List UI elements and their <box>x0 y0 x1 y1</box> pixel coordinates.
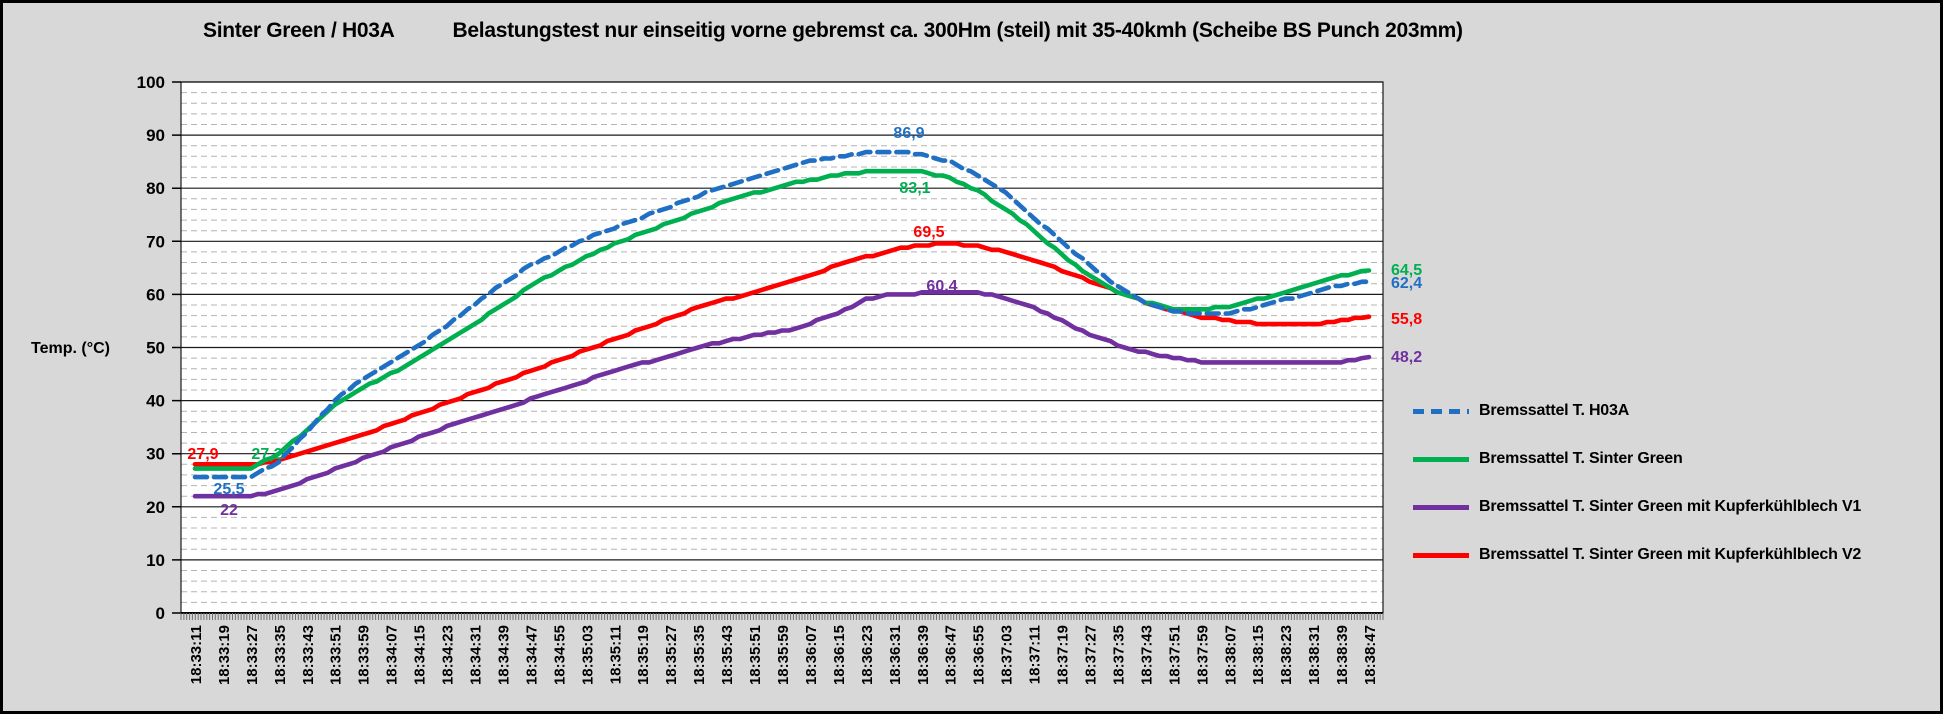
data-label-start-sinter-green-v2: 27,9 <box>187 446 218 463</box>
x-axis-tick-label: 18:33:11 <box>188 625 205 684</box>
x-axis-tick-label: 18:37:27 <box>1082 625 1099 685</box>
legend-item-label: Bremssattel T. H03A <box>1479 402 1630 419</box>
chart-title-left: Sinter Green / H03A <box>203 19 395 42</box>
x-axis-tick-label: 18:36:47 <box>943 625 960 685</box>
x-axis-tick-label: 18:36:31 <box>887 625 904 685</box>
legend-item-sinter-green-v1: Bremssattel T. Sinter Green mit Kupferkü… <box>1413 483 1861 531</box>
x-axis-tick-marks <box>180 613 1384 620</box>
y-axis-tick-label: 60 <box>146 285 165 304</box>
x-axis-tick-label: 18:38:39 <box>1334 625 1351 685</box>
y-axis-tick-label: 0 <box>156 604 165 623</box>
x-axis-tick-label: 18:33:43 <box>300 625 317 685</box>
legend-item-label: Bremssattel T. Sinter Green mit Kupferkü… <box>1479 498 1862 515</box>
y-axis-tick-label: 70 <box>146 232 165 251</box>
data-label-end-sinter-green-v2: 55,8 <box>1391 311 1422 328</box>
data-label-start-sinter-green-v1: 22 <box>220 502 238 519</box>
y-axis-tick-label: 20 <box>146 498 165 517</box>
x-axis-tick-label: 18:37:59 <box>1194 625 1211 685</box>
x-axis-tick-label: 18:38:31 <box>1306 625 1323 685</box>
y-axis-title: Temp. (°C) <box>31 340 110 357</box>
x-axis-tick-label: 18:34:39 <box>495 625 512 685</box>
x-axis-tick-label: 18:37:11 <box>1027 625 1044 684</box>
legend-line-sample-sinter-green-v1 <box>1413 504 1469 510</box>
x-axis-tick-label: 18:35:35 <box>691 625 708 685</box>
x-axis-tick-label: 18:34:55 <box>551 625 568 685</box>
legend-line-sample-sinter-green-v2 <box>1413 552 1469 558</box>
temperature-line-chart: 0 10 20 30 40 50 60 70 80 90 100 18:33:11 18:33:19 18… <box>137 73 1423 685</box>
x-axis-tick-label: 18:33:59 <box>356 625 373 685</box>
x-axis-tick-label: 18:35:51 <box>747 625 764 685</box>
y-axis-tick-marks <box>172 81 181 614</box>
data-label-peak-h03a: 86,9 <box>893 125 924 142</box>
data-label-end-sinter-green: 64,5 <box>1391 262 1422 279</box>
x-axis-tick-label: 18:37:35 <box>1110 625 1127 685</box>
x-axis-tick-label: 18:37:51 <box>1166 625 1183 685</box>
chart-title-main: Belastungstest nur einseitig vorne gebre… <box>452 19 1463 42</box>
data-label-end-sinter-green-v1: 48,2 <box>1391 349 1422 366</box>
y-axis-tick-label: 100 <box>137 73 165 92</box>
series-line-sinter-green-v1 <box>192 290 1372 499</box>
x-axis-tick-label: 18:33:27 <box>244 625 261 685</box>
data-label-peak-sinter-green: 83,1 <box>899 180 930 197</box>
y-axis-tick-label: 40 <box>146 392 165 411</box>
series-line-h03a <box>192 149 1372 480</box>
x-axis-tick-label: 18:34:23 <box>440 625 457 685</box>
x-axis-tick-label: 18:35:27 <box>663 625 680 685</box>
legend-line-sample-h03a <box>1413 408 1469 414</box>
x-axis-tick-label: 18:36:39 <box>915 625 932 685</box>
x-axis-tick-label: 18:33:19 <box>216 625 233 685</box>
x-axis-tick-label: 18:34:47 <box>523 625 540 685</box>
data-label-start-h03a: 25,5 <box>213 481 244 498</box>
legend-line-sample-sinter-green <box>1413 456 1469 462</box>
x-axis-tick-label: 18:38:07 <box>1222 625 1239 685</box>
x-axis-tick-label: 18:37:03 <box>999 625 1016 685</box>
legend-item-label: Bremssattel T. Sinter Green mit Kupferkü… <box>1479 546 1862 563</box>
x-axis-tick-label: 18:34:31 <box>468 625 485 685</box>
chart-legend: Bremssattel T. H03A Bremssattel T. Sinter… <box>1413 387 1861 579</box>
x-axis-tick-label: 18:36:55 <box>971 625 988 685</box>
y-axis-tick-label: 10 <box>146 551 165 570</box>
y-axis-tick-label: 30 <box>146 445 165 464</box>
x-axis-tick-label: 18:36:23 <box>859 625 876 685</box>
legend-item-h03a: Bremssattel T. H03A <box>1413 387 1861 435</box>
legend-item-label: Bremssattel T. Sinter Green <box>1479 450 1683 467</box>
x-axis-tick-label: 18:35:19 <box>635 625 652 685</box>
x-axis-tick-label: 18:37:43 <box>1138 625 1155 685</box>
chart-title: Sinter Green / H03A Belastungstest nur e… <box>203 19 1920 43</box>
x-axis-tick-label: 18:34:15 <box>412 625 429 685</box>
x-axis-tick-label: 18:35:11 <box>607 625 624 684</box>
data-label-peak-sinter-green-v2: 69,5 <box>913 224 944 241</box>
x-axis-tick-label: 18:36:15 <box>831 625 848 685</box>
y-axis-tick-label: 80 <box>146 179 165 198</box>
data-label-peak-sinter-green-v1: 60,4 <box>926 278 957 295</box>
y-axis-tick-label: 90 <box>146 126 165 145</box>
data-label-end-h03a: 62,4 <box>1391 275 1422 292</box>
x-axis-tick-label: 18:35:03 <box>579 625 596 685</box>
x-axis-tick-label: 18:35:59 <box>775 625 792 685</box>
x-axis-tick-label: 18:38:23 <box>1278 625 1295 685</box>
minor-gridlines <box>181 92 1383 603</box>
x-axis-tick-label: 18:38:47 <box>1362 625 1379 685</box>
x-axis-tick-label: 18:33:51 <box>328 625 345 685</box>
x-axis-tick-label: 18:37:19 <box>1055 625 1072 685</box>
x-axis-tick-label: 18:33:35 <box>272 625 289 685</box>
x-axis-tick-label: 18:35:43 <box>719 625 736 685</box>
x-axis-tick-label: 18:36:07 <box>803 625 820 685</box>
x-axis-tick-label: 18:34:07 <box>384 625 401 685</box>
x-axis-tick-label: 18:38:15 <box>1250 625 1267 685</box>
y-axis-tick-label: 50 <box>146 339 165 358</box>
data-label-start-sinter-green: 27,2 <box>251 446 282 463</box>
legend-item-sinter-green-v2: Bremssattel T. Sinter Green mit Kupferkü… <box>1413 531 1861 579</box>
legend-item-sinter-green: Bremssattel T. Sinter Green <box>1413 435 1861 483</box>
